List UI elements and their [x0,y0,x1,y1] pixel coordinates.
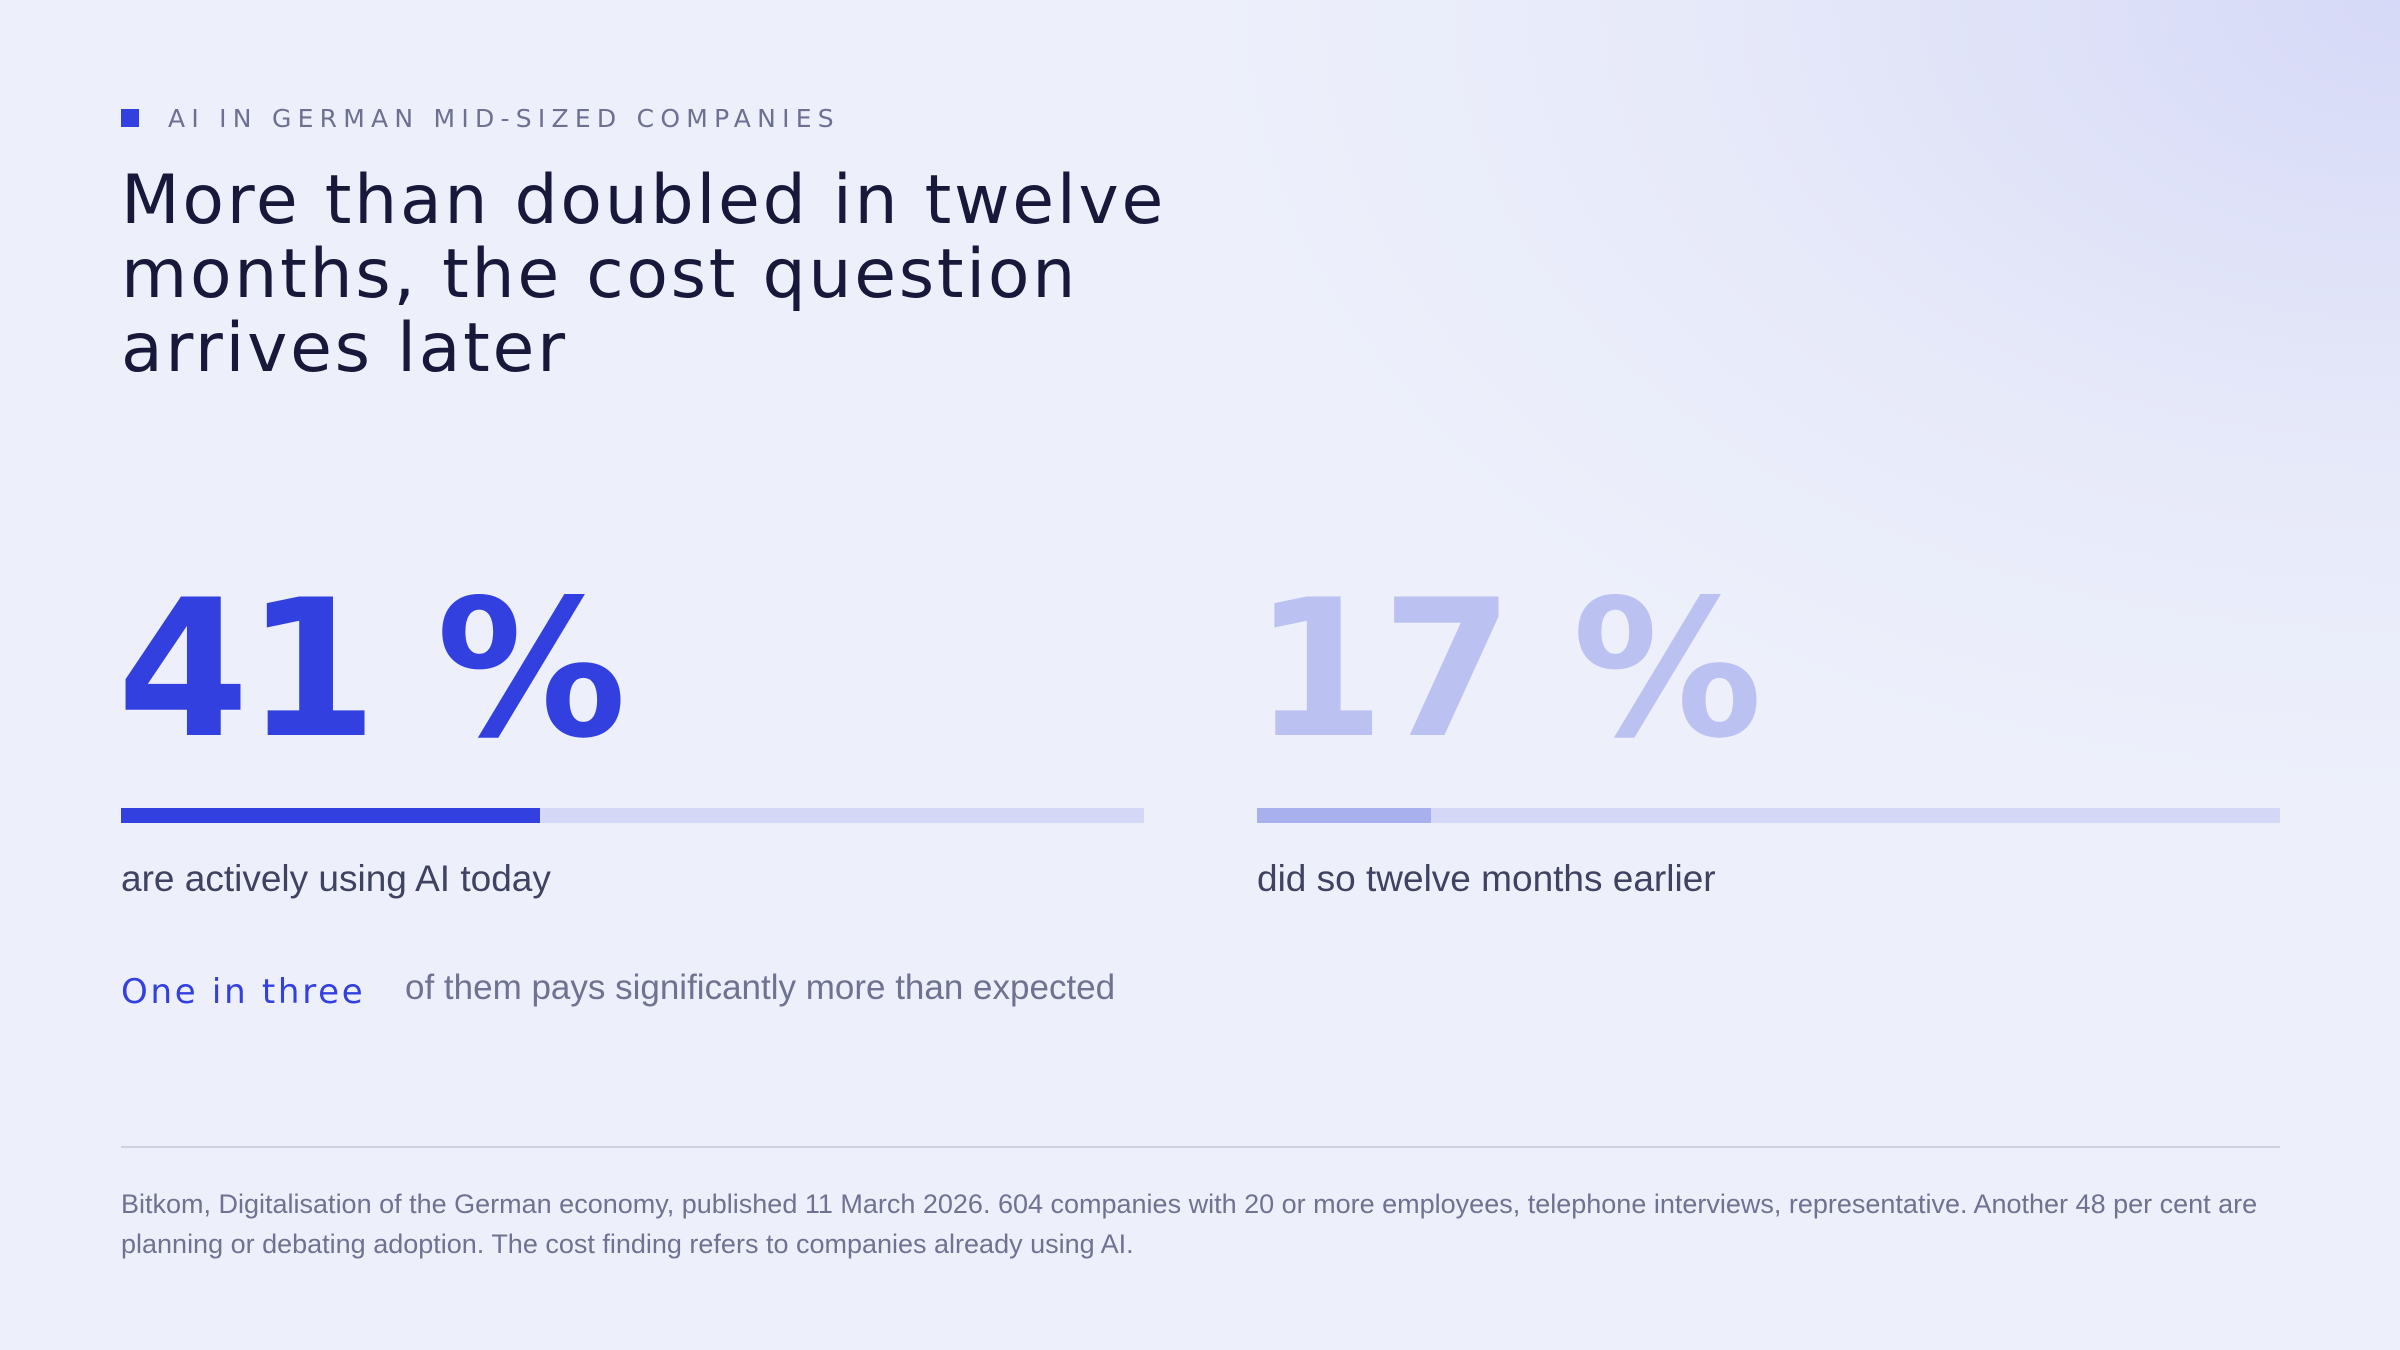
kicker-marker [121,109,139,127]
progress-bar [1257,808,1431,823]
source: Bitkom, Digitalisation of the German eco… [121,1189,2258,1259]
progress-bar [121,808,541,823]
kicker: AI IN GERMAN MID-SIZED COMPANIES [168,104,840,133]
divider [121,1146,2280,1148]
stat-caption: are actively using AI today [121,858,551,899]
note-highlight: One in three [121,972,366,1012]
stat-value: 17 % [1253,559,1763,780]
track [1257,808,2280,823]
title: More than doubled in twelve months, the … [121,161,1166,388]
note-text: of them pays significantly more than exp… [405,968,1116,1007]
track [121,808,1144,823]
stat-value: 41 % [117,559,627,780]
stat-caption: did so twelve months earlier [1257,858,1716,899]
